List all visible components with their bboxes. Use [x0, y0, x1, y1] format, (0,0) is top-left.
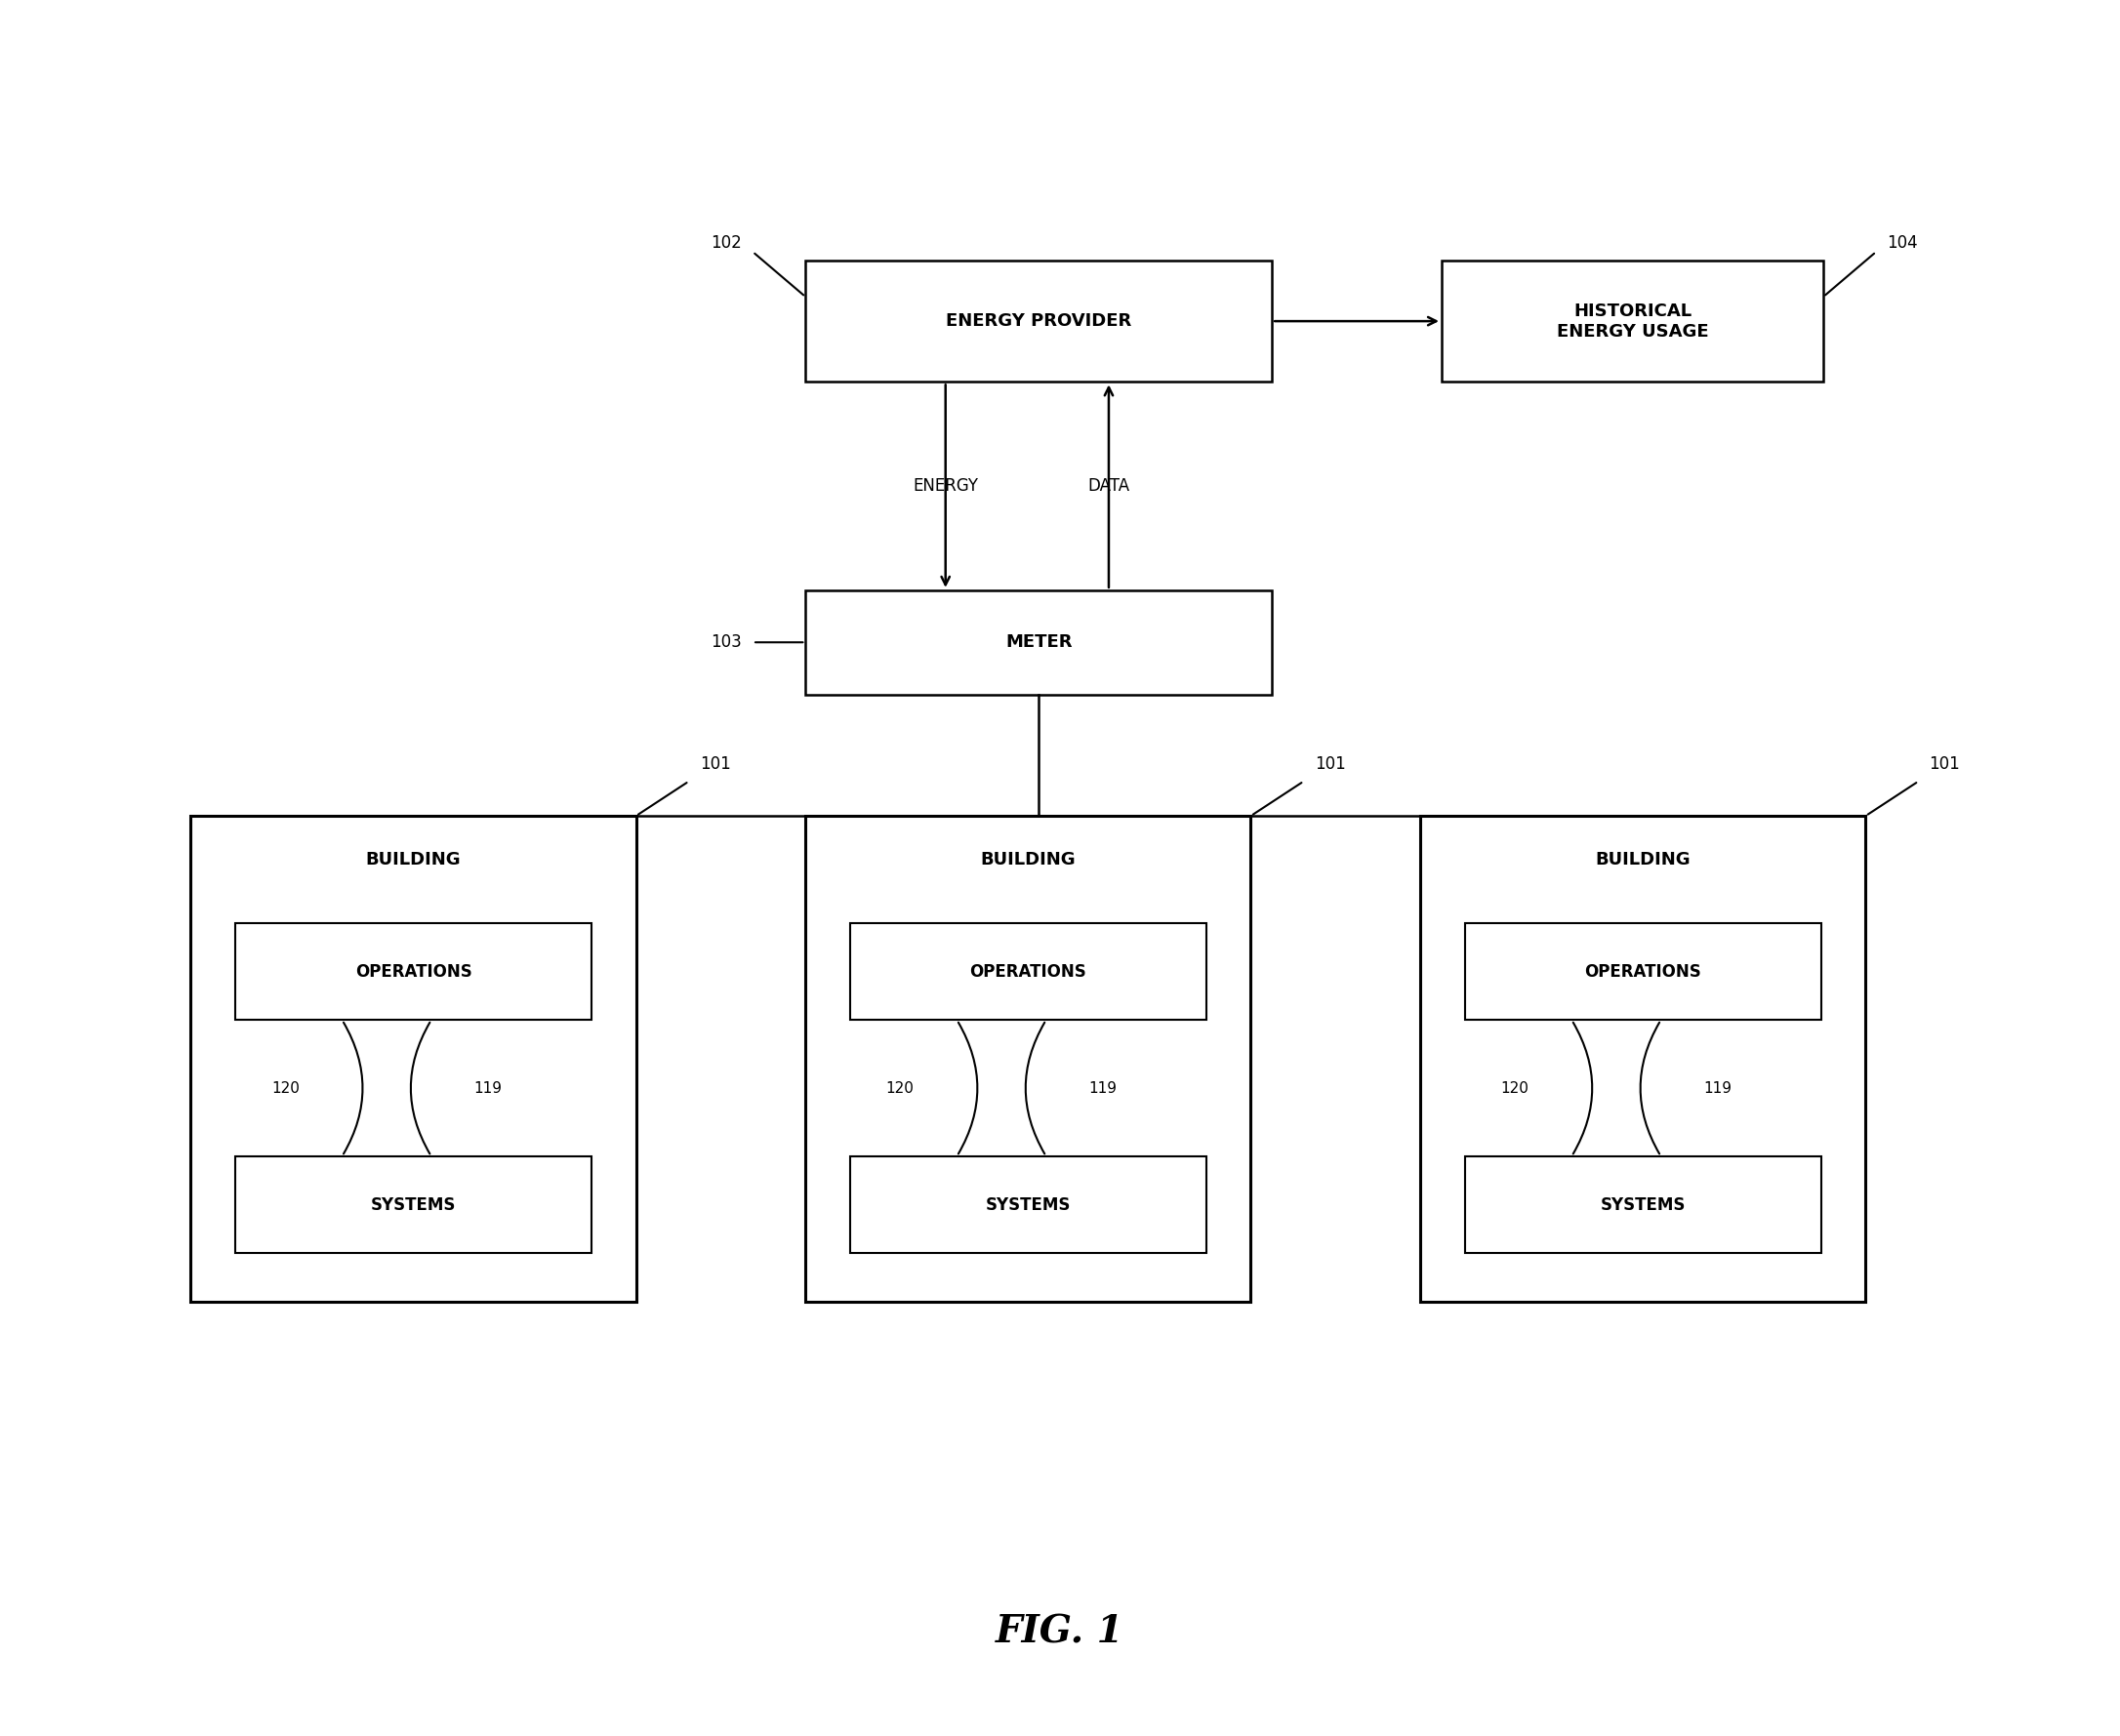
- Text: 101: 101: [1314, 755, 1346, 773]
- FancyBboxPatch shape: [850, 1156, 1206, 1253]
- FancyBboxPatch shape: [806, 260, 1272, 382]
- FancyBboxPatch shape: [806, 816, 1251, 1302]
- Text: 119: 119: [1090, 1082, 1117, 1095]
- Text: 120: 120: [271, 1082, 299, 1095]
- Text: OPERATIONS: OPERATIONS: [354, 963, 473, 981]
- Text: 103: 103: [710, 634, 742, 651]
- Text: FIG. 1: FIG. 1: [996, 1613, 1124, 1651]
- FancyBboxPatch shape: [191, 816, 636, 1302]
- Text: SYSTEMS: SYSTEMS: [986, 1196, 1071, 1213]
- Text: 101: 101: [1929, 755, 1961, 773]
- Text: SYSTEMS: SYSTEMS: [371, 1196, 456, 1213]
- FancyBboxPatch shape: [235, 924, 591, 1021]
- Text: ENERGY: ENERGY: [914, 477, 977, 495]
- Text: 102: 102: [710, 234, 742, 252]
- Text: ENERGY PROVIDER: ENERGY PROVIDER: [946, 312, 1132, 330]
- Text: OPERATIONS: OPERATIONS: [1584, 963, 1702, 981]
- Text: DATA: DATA: [1088, 477, 1130, 495]
- FancyBboxPatch shape: [235, 1156, 591, 1253]
- FancyBboxPatch shape: [1465, 924, 1821, 1021]
- FancyBboxPatch shape: [1465, 1156, 1821, 1253]
- Text: 104: 104: [1887, 234, 1919, 252]
- FancyBboxPatch shape: [850, 924, 1206, 1021]
- Text: 119: 119: [1704, 1082, 1732, 1095]
- Text: HISTORICAL
ENERGY USAGE: HISTORICAL ENERGY USAGE: [1556, 302, 1709, 340]
- Text: 120: 120: [886, 1082, 914, 1095]
- Text: 119: 119: [475, 1082, 502, 1095]
- Text: 120: 120: [1501, 1082, 1529, 1095]
- Text: OPERATIONS: OPERATIONS: [969, 963, 1088, 981]
- Text: BUILDING: BUILDING: [1596, 851, 1690, 868]
- FancyBboxPatch shape: [1442, 260, 1823, 382]
- Text: METER: METER: [1005, 634, 1073, 651]
- FancyBboxPatch shape: [806, 590, 1272, 694]
- Text: BUILDING: BUILDING: [367, 851, 460, 868]
- Text: 101: 101: [700, 755, 731, 773]
- FancyBboxPatch shape: [1420, 816, 1866, 1302]
- Text: SYSTEMS: SYSTEMS: [1601, 1196, 1685, 1213]
- Text: BUILDING: BUILDING: [982, 851, 1075, 868]
